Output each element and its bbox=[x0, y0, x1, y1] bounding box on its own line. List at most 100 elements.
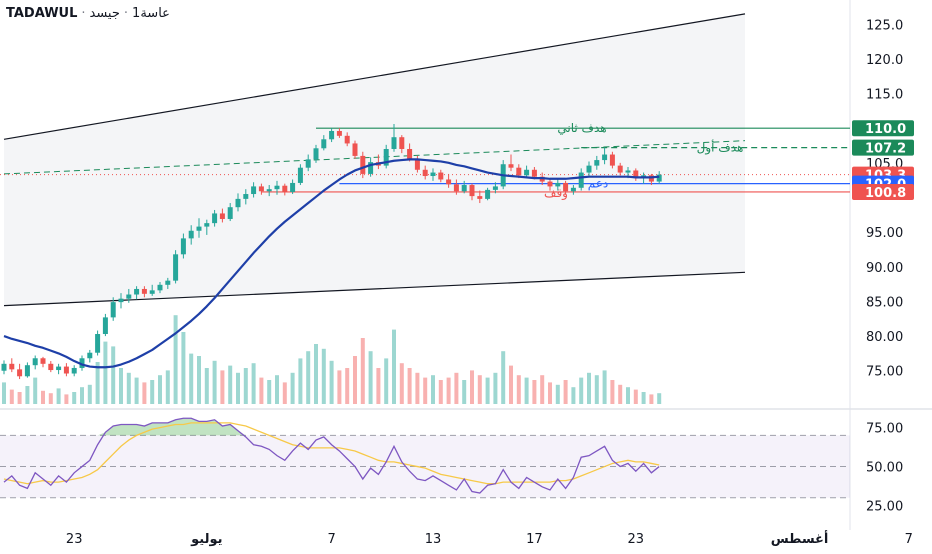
channel-lower-line bbox=[3, 271, 746, 307]
volume-bar bbox=[618, 384, 623, 404]
candle-body bbox=[24, 365, 30, 377]
volume-bar bbox=[376, 368, 381, 404]
header-separator: · bbox=[81, 6, 86, 21]
candle-body bbox=[516, 167, 522, 176]
candle-body bbox=[633, 170, 639, 179]
volume-bar bbox=[329, 360, 334, 404]
rsi-tick-label: 25.00 bbox=[866, 500, 903, 515]
candle-body bbox=[134, 288, 140, 295]
candle-body bbox=[79, 358, 85, 368]
volume-bar bbox=[25, 386, 30, 404]
volume-bar bbox=[72, 392, 77, 404]
volume-bar bbox=[298, 358, 303, 404]
time-tick-label: 23 bbox=[628, 532, 645, 547]
volume-bar bbox=[134, 377, 139, 404]
candle-body bbox=[422, 169, 428, 177]
candle-body bbox=[204, 223, 210, 227]
volume-bar bbox=[407, 368, 412, 404]
volume-bar bbox=[345, 368, 350, 404]
candle-body bbox=[95, 334, 101, 353]
candle-body bbox=[266, 189, 272, 192]
volume-bar bbox=[649, 394, 654, 404]
price-tick-label: 80.00 bbox=[866, 330, 903, 345]
symbol-label: TADAWUL bbox=[6, 6, 78, 21]
candle-body bbox=[570, 187, 576, 192]
candlesticks bbox=[1, 124, 662, 380]
candle-body bbox=[555, 182, 561, 187]
time-tick-label: 7 bbox=[327, 532, 335, 547]
candle-body bbox=[180, 238, 186, 255]
candle-body bbox=[492, 186, 498, 190]
candle-body bbox=[477, 196, 483, 199]
candle-body bbox=[391, 137, 397, 149]
candle-body bbox=[290, 182, 296, 192]
candle-body bbox=[399, 137, 405, 149]
candle-body bbox=[563, 182, 569, 192]
volume-bar bbox=[80, 387, 84, 404]
volume-bar bbox=[548, 382, 552, 404]
price-badge-target: 110.0 bbox=[852, 120, 914, 137]
volume-bar bbox=[415, 372, 420, 404]
volume-bar bbox=[454, 372, 459, 404]
price-tick-label: 90.00 bbox=[866, 261, 903, 276]
candle-body bbox=[227, 207, 233, 219]
candle-body bbox=[321, 139, 327, 149]
volume-bar bbox=[150, 380, 155, 404]
candle-body bbox=[1, 363, 7, 371]
volume-bar bbox=[555, 384, 560, 404]
volume-bar bbox=[579, 377, 584, 404]
badge-label: 110.0 bbox=[865, 122, 906, 137]
candle-body bbox=[453, 184, 459, 192]
candle-body bbox=[602, 154, 608, 161]
candle-body bbox=[17, 369, 23, 377]
candle-body bbox=[336, 130, 342, 136]
volume-bar bbox=[360, 338, 365, 404]
rsi-overbought-fill bbox=[4, 418, 660, 436]
volume-bar bbox=[540, 375, 545, 404]
volume-bar bbox=[173, 315, 178, 404]
candle-body bbox=[438, 172, 444, 180]
candle-body bbox=[547, 181, 553, 187]
candle-body bbox=[87, 352, 93, 359]
volume-bar bbox=[446, 377, 451, 404]
rsi-pane-bg bbox=[0, 412, 850, 518]
candle-body bbox=[40, 358, 46, 364]
price-badge-target: 107.2 bbox=[852, 139, 914, 157]
volume-bar bbox=[594, 375, 599, 404]
volume-bar bbox=[399, 363, 404, 404]
volume-bar bbox=[95, 362, 100, 404]
time-axis: 23 يوليو 7 13 17 23 أغسطس 7 bbox=[66, 530, 913, 547]
candle-body bbox=[173, 254, 179, 281]
candle-body bbox=[383, 148, 389, 166]
candle-body bbox=[594, 160, 600, 166]
volume-bar bbox=[243, 368, 248, 404]
time-tick-label: 23 bbox=[66, 532, 83, 547]
candle-body bbox=[63, 366, 69, 374]
candle-body bbox=[485, 189, 491, 199]
candle-body bbox=[446, 179, 452, 185]
volume-bar bbox=[212, 360, 217, 404]
chart-header: TADAWUL · جيسد · 1عاسة bbox=[6, 6, 170, 21]
volume-bar bbox=[33, 377, 38, 404]
candle-body bbox=[196, 226, 202, 231]
time-tick-label: يوليو bbox=[190, 532, 222, 547]
candle-body bbox=[524, 169, 530, 176]
volume-bar bbox=[41, 390, 45, 404]
channel-upper-line bbox=[3, 13, 746, 140]
rsi-tick-label: 75.00 bbox=[866, 422, 903, 437]
level-label-support: دعم bbox=[588, 177, 609, 191]
volume-bar bbox=[532, 380, 537, 404]
volume-bar bbox=[197, 356, 201, 404]
candle-body bbox=[461, 185, 467, 192]
badge-label: 107.2 bbox=[865, 142, 906, 157]
volume-bar bbox=[306, 351, 311, 404]
volume-bar bbox=[181, 332, 186, 404]
time-tick-label: 17 bbox=[526, 532, 543, 547]
volume-bar bbox=[384, 358, 389, 404]
volume-bar bbox=[228, 365, 233, 404]
price-tick-label: 115.0 bbox=[866, 88, 903, 103]
volume-bar bbox=[462, 380, 467, 404]
volume-bar bbox=[501, 351, 506, 404]
